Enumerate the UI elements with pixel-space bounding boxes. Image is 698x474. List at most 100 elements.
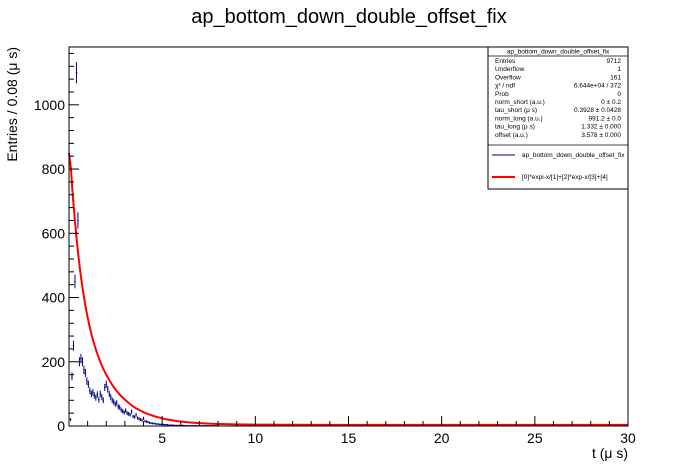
histogram-point [107, 385, 109, 393]
histogram-point [127, 411, 130, 416]
chart-title: ap_bottom_down_double_offset_fix [191, 6, 506, 28]
histogram-point [93, 392, 96, 399]
histogram-point [138, 417, 140, 421]
stats-row-value: 3.578 ± 0.000 [581, 132, 621, 139]
histogram-point [144, 419, 146, 423]
histogram-point [121, 409, 124, 414]
stats-box: ap_bottom_down_double_offset_fix Entries… [487, 46, 629, 190]
legend-label: ap_bottom_down_double_offset_fix [522, 152, 625, 159]
histogram-point [126, 411, 128, 416]
stats-row-label: offset (a.u.) [495, 132, 528, 139]
histogram-point [114, 401, 116, 407]
histogram-point [135, 412, 137, 417]
histogram-point [163, 424, 166, 426]
fit-curve [68, 152, 628, 426]
histogram-point [101, 394, 103, 401]
x-tick-label: 5 [158, 430, 166, 446]
histogram-point [153, 422, 155, 425]
histogram-point [139, 418, 142, 422]
stats-row-value: 6.644e+04 / 372 [574, 83, 622, 90]
stats-row-label: Entries [495, 58, 516, 65]
stats-rows: Entries 9712 Underflow 1 Overflow 161 χ² / ndf… [495, 58, 621, 139]
histogram-point [157, 423, 160, 425]
histogram-point [80, 353, 82, 364]
x-tick-label: 25 [527, 430, 543, 446]
x-tick-label: 15 [341, 430, 357, 446]
histogram-point [151, 422, 154, 425]
histogram-point [86, 377, 88, 385]
stats-row-label: Underflow [495, 66, 525, 73]
stats-row-label: norm_short (a.u.) [495, 99, 545, 106]
x-tick-label: 30 [620, 430, 636, 446]
y-tick-label: 1000 [34, 97, 65, 113]
histogram-point [120, 407, 122, 413]
legend: ap_bottom_down_double_offset_fix [0]*expi… [492, 152, 625, 181]
histogram-point [87, 380, 90, 388]
histogram-point [95, 394, 97, 401]
stats-row-value: 161 [610, 74, 621, 81]
histogram-point [75, 62, 78, 84]
histogram-point [145, 420, 148, 423]
histogram-point [109, 394, 112, 401]
stats-row-label: Overflow [495, 74, 521, 81]
legend-label: [0]*expi-x/[1]+[2]*exp-x/[3]+[4] [522, 174, 608, 181]
stats-row-value: 991.2 ± 0.0 [589, 115, 622, 122]
histogram-point [123, 410, 125, 415]
y-tick-label: 800 [42, 161, 66, 177]
histogram-point [118, 404, 121, 410]
histogram-point [148, 421, 151, 424]
y-tick-label: 600 [42, 225, 66, 241]
histogram-point [83, 365, 85, 375]
histogram-point [108, 390, 110, 398]
stats-row-label: norm_long (a.u.) [495, 115, 543, 122]
histogram-point [141, 418, 143, 422]
stats-box-title: ap_bottom_down_double_offset_fix [507, 49, 610, 56]
y-tick-label: 0 [57, 418, 65, 434]
histogram-point [166, 424, 169, 426]
histogram-point [98, 396, 100, 403]
histogram-point [165, 424, 167, 426]
histogram-point [115, 400, 118, 406]
histogram-point [74, 274, 76, 289]
stats-row-value: 1.332 ± 0.000 [581, 124, 621, 131]
histogram-point [102, 397, 105, 404]
histogram-point [171, 424, 173, 426]
y-tick-label: 200 [42, 354, 66, 370]
histogram-point [90, 390, 93, 398]
y-tick-label: 400 [42, 290, 66, 306]
histogram-point [92, 388, 94, 396]
histogram-point [172, 424, 175, 426]
histogram-point [168, 424, 170, 426]
histogram-point [96, 391, 99, 398]
histogram-point [105, 380, 108, 388]
histogram-point [156, 423, 158, 425]
histogram-point [81, 357, 84, 367]
histogram-point [84, 368, 87, 378]
histogram-point [111, 397, 113, 404]
histogram-point [136, 416, 139, 420]
stats-row-value: 1 [617, 66, 621, 73]
stats-row-label: χ² / ndf [495, 83, 515, 90]
stats-row-value: 9712 [607, 58, 622, 65]
histogram-point [169, 424, 172, 426]
histogram-point [104, 383, 106, 391]
histogram-point [132, 414, 134, 419]
x-tick-label: 20 [434, 430, 450, 446]
histogram-point [124, 408, 127, 413]
histogram-point [142, 416, 145, 420]
stats-box-frame [487, 46, 629, 190]
stats-row-label: Prob [495, 91, 509, 98]
histogram-point [89, 387, 91, 395]
histogram-point [150, 422, 152, 425]
x-axis-title: t (μ s) [592, 445, 628, 461]
histogram-point [99, 390, 102, 398]
stats-row-value: 0 ± 0.2 [601, 99, 621, 106]
stats-row-label: tau_long (μ s) [495, 124, 535, 131]
histogram-point [117, 404, 119, 410]
histogram-point [69, 418, 72, 422]
stats-row-value: 0.3928 ± 0.0428 [574, 107, 621, 114]
stats-row-value: 0 [617, 91, 621, 98]
histogram-point [71, 372, 73, 381]
x-tick-label: 10 [248, 430, 264, 446]
